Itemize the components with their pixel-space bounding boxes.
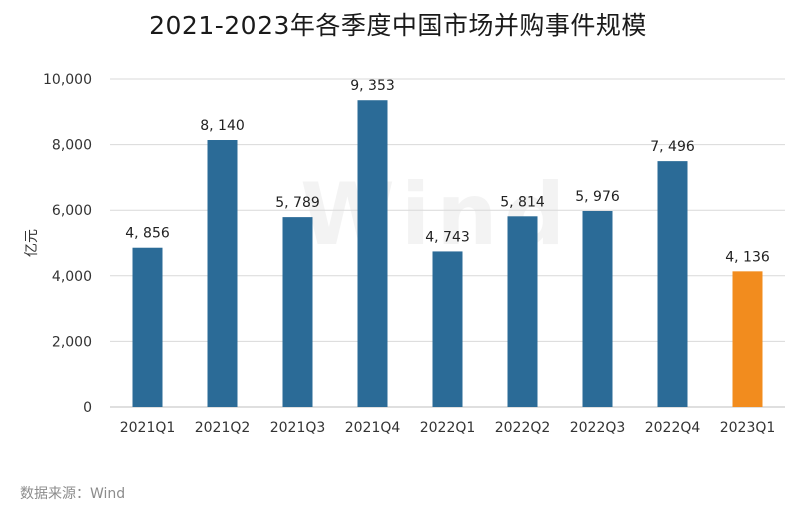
x-tick-label: 2021Q4 xyxy=(345,420,401,436)
x-tick-label: 2022Q4 xyxy=(645,420,701,436)
bar-2021Q4 xyxy=(357,100,388,407)
y-tick-label: 4,000 xyxy=(52,269,92,285)
data-label: 7, 496 xyxy=(650,139,695,155)
x-tick-label: 2021Q2 xyxy=(195,420,251,436)
y-tick-label: 10,000 xyxy=(43,72,92,88)
bar-2021Q3 xyxy=(282,217,313,407)
data-label: 4, 743 xyxy=(425,229,470,245)
data-label: 8, 140 xyxy=(200,118,245,134)
x-tick-label: 2023Q1 xyxy=(720,420,776,436)
bar-2022Q4 xyxy=(657,161,688,407)
bar-2022Q1 xyxy=(432,251,463,407)
bar-2022Q2 xyxy=(507,216,538,407)
x-tick-label: 2021Q3 xyxy=(270,420,326,436)
data-label: 4, 856 xyxy=(125,226,170,242)
x-tick-label: 2022Q2 xyxy=(495,420,551,436)
y-tick-label: 0 xyxy=(83,400,92,416)
y-tick-label: 6,000 xyxy=(52,203,92,219)
data-label: 9, 353 xyxy=(350,78,395,94)
data-source: 数据来源：Wind xyxy=(20,486,126,502)
bar-2023Q1 xyxy=(732,271,763,407)
y-axis-title: 亿元 xyxy=(24,229,40,257)
bar-2021Q2 xyxy=(207,140,238,407)
y-tick-label: 8,000 xyxy=(52,138,92,154)
bar-2022Q3 xyxy=(582,210,613,407)
data-label: 5, 976 xyxy=(575,189,620,205)
data-label: 5, 814 xyxy=(500,194,545,210)
data-label: 4, 136 xyxy=(725,249,770,265)
y-tick-label: 2,000 xyxy=(52,334,92,350)
x-tick-label: 2021Q1 xyxy=(120,420,176,436)
x-tick-label: 2022Q1 xyxy=(420,420,476,436)
bar-2021Q1 xyxy=(132,247,163,407)
data-label: 5, 789 xyxy=(275,195,320,211)
chart-title: 2021-2023年各季度中国市场并购事件规模 xyxy=(149,11,647,40)
x-tick-label: 2022Q3 xyxy=(570,420,626,436)
